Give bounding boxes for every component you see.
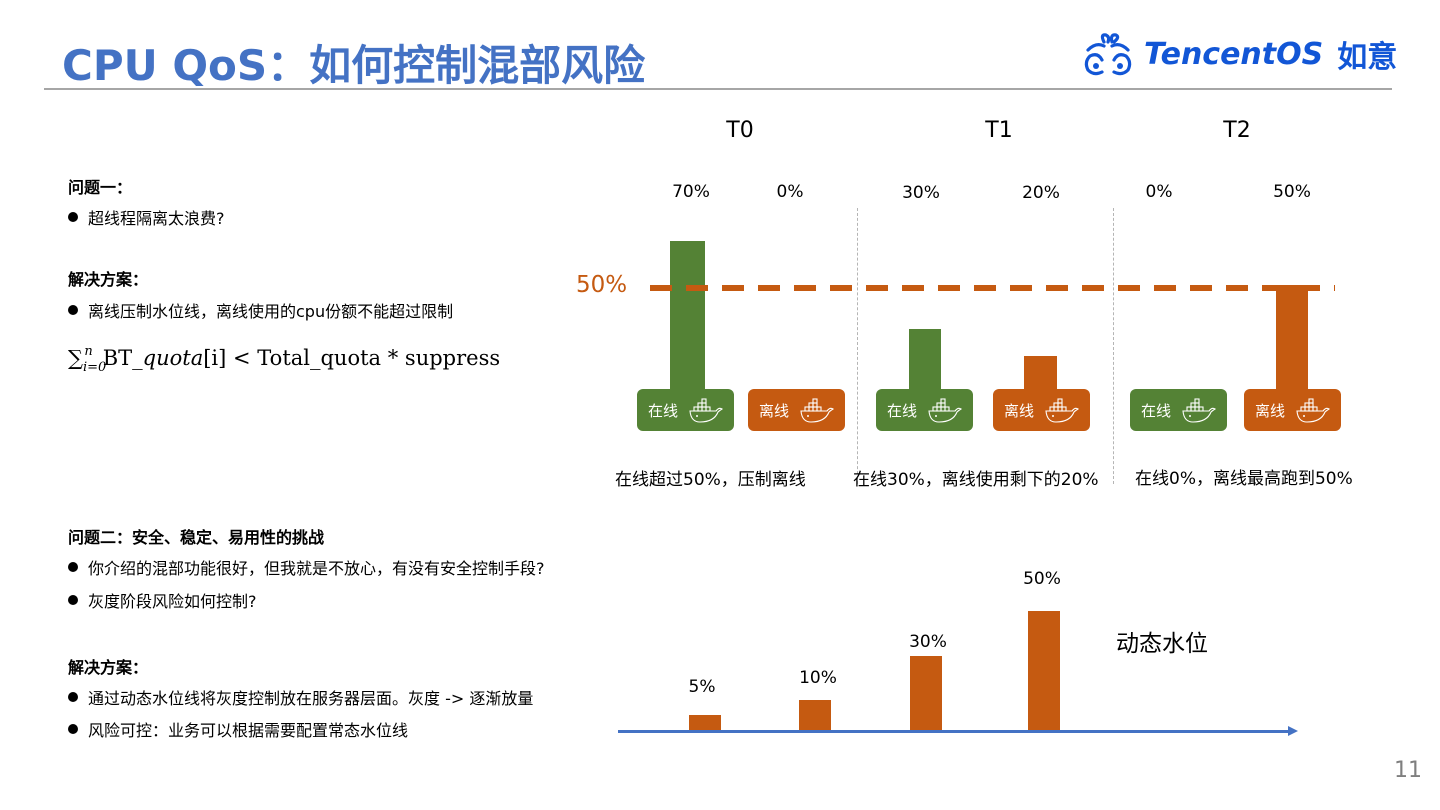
x-axis: [618, 730, 1290, 733]
formula-operator: <: [226, 346, 258, 370]
problem2-bullet: 灰度阶段风险如何控制?: [68, 588, 257, 612]
bullet-dot-icon: [68, 212, 78, 222]
container-label: 离线: [1004, 401, 1035, 420]
axis-arrow-icon: [1288, 726, 1298, 736]
t2-caption: 在线0%，离线最高跑到50%: [1135, 469, 1353, 489]
logo-brand-text: TencentOS: [1144, 36, 1324, 72]
t0-offline-container: 离线: [748, 389, 845, 431]
bullet-text: 你介绍的混部功能很好，但我就是不放心，有没有安全控制手段?: [88, 559, 545, 578]
formula-lhs-var: quota: [142, 346, 204, 370]
bullet-dot-icon: [68, 305, 78, 315]
solution2-heading: 解决方案：: [68, 658, 149, 677]
bullet-dot-icon: [68, 595, 78, 605]
t1-offline-pct: 20%: [1022, 183, 1060, 203]
solution1-bullet: 离线压制水位线，离线使用的cpu份额不能超过限制: [68, 298, 453, 322]
docker-whale-icon: [689, 398, 723, 423]
t1-offline-container: 离线: [993, 389, 1090, 431]
t1-online-bar: [909, 329, 941, 391]
problem1-heading: 问题一：: [68, 178, 133, 197]
phase-label-t0: T0: [726, 118, 754, 143]
dynamic-watermark-label: 动态水位: [1116, 631, 1208, 657]
phase-divider: [857, 208, 858, 484]
t0-online-pct: 70%: [672, 182, 710, 202]
ruyi-logo-icon: [1084, 33, 1132, 76]
bar-value-label: 10%: [799, 668, 837, 688]
t2-offline-bar: [1276, 285, 1308, 391]
t2-offline-container: 离线: [1244, 389, 1341, 431]
bullet-text: 通过动态水位线将灰度控制放在服务器层面。灰度 -> 逐渐放量: [88, 689, 534, 708]
t1-offline-bar: [1024, 356, 1057, 391]
watermark-label: 50%: [576, 272, 628, 298]
bar-value-label: 5%: [688, 677, 716, 697]
t0-online-container: 在线: [637, 389, 734, 431]
docker-whale-icon: [800, 398, 834, 423]
problem1-bullet: 超线程隔离太浪费?: [68, 205, 225, 229]
t0-caption: 在线超过50%，压制离线: [615, 470, 806, 490]
bullet-text: 离线压制水位线，离线使用的cpu份额不能超过限制: [88, 302, 454, 321]
bar-value-label: 30%: [909, 632, 947, 652]
problem2-heading: 问题二：安全、稳定、易用性的挑战: [68, 528, 325, 547]
bullet-dot-icon: [68, 724, 78, 734]
formula-rhs: Total_quota * suppress: [257, 346, 501, 370]
phase-label-t1: T1: [985, 118, 1013, 143]
t2-online-container: 在线: [1130, 389, 1227, 431]
formula-lhs-index: [i]: [203, 346, 227, 370]
docker-whale-icon: [1182, 398, 1216, 423]
phase-label-t2: T2: [1223, 118, 1251, 143]
bullet-dot-icon: [68, 562, 78, 572]
bullet-text: 灰度阶段风险如何控制?: [88, 592, 257, 611]
watermark-line: [650, 285, 1335, 291]
sum-upper-bound: n: [84, 344, 93, 359]
sum-lower-bound: i=0: [83, 360, 107, 375]
dynamic-bar: [1028, 611, 1060, 731]
t2-offline-pct: 50%: [1273, 182, 1311, 202]
bullet-dot-icon: [68, 692, 78, 702]
formula-lhs-prefix: BT_: [102, 346, 143, 370]
quota-formula: ∑i=0n BT_quota[i] < Total_quota * suppres…: [68, 344, 500, 375]
container-label: 在线: [1141, 401, 1172, 420]
phase-divider: [1113, 208, 1114, 484]
logo-cn-text: 如意: [1337, 40, 1398, 75]
bullet-text: 超线程隔离太浪费?: [88, 209, 225, 228]
docker-whale-icon: [1045, 398, 1079, 423]
bullet-text: 风险可控：业务可以根据需要配置常态水位线: [88, 721, 409, 740]
container-label: 在线: [887, 401, 918, 420]
title-divider: [44, 88, 1392, 90]
container-label: 离线: [759, 401, 790, 420]
problem2-bullet: 你介绍的混部功能很好，但我就是不放心，有没有安全控制手段?: [68, 555, 545, 579]
t1-online-container: 在线: [876, 389, 973, 431]
t1-caption: 在线30%，离线使用剩下的20%: [853, 470, 1099, 490]
sum-symbol: ∑: [68, 346, 83, 370]
docker-whale-icon: [1296, 398, 1330, 423]
page-title: CPU QoS：如何控制混部风险: [62, 41, 646, 90]
docker-whale-icon: [928, 398, 962, 423]
bar-value-label: 50%: [1023, 569, 1061, 589]
container-label: 在线: [648, 401, 679, 420]
dynamic-bar: [910, 656, 942, 731]
solution1-heading: 解决方案：: [68, 270, 149, 289]
solution2-bullet: 风险可控：业务可以根据需要配置常态水位线: [68, 717, 408, 741]
solution2-bullet: 通过动态水位线将灰度控制放在服务器层面。灰度 -> 逐渐放量: [68, 685, 533, 709]
dynamic-bar: [689, 715, 721, 731]
t1-online-pct: 30%: [902, 183, 940, 203]
t0-offline-pct: 0%: [776, 182, 804, 202]
t2-online-pct: 0%: [1145, 182, 1173, 202]
container-label: 离线: [1255, 401, 1286, 420]
dynamic-bar: [799, 700, 831, 731]
page-number: 11: [1394, 758, 1422, 783]
tencentos-logo: TencentOS 如意: [1082, 30, 1397, 78]
t0-online-bar: [670, 241, 705, 391]
